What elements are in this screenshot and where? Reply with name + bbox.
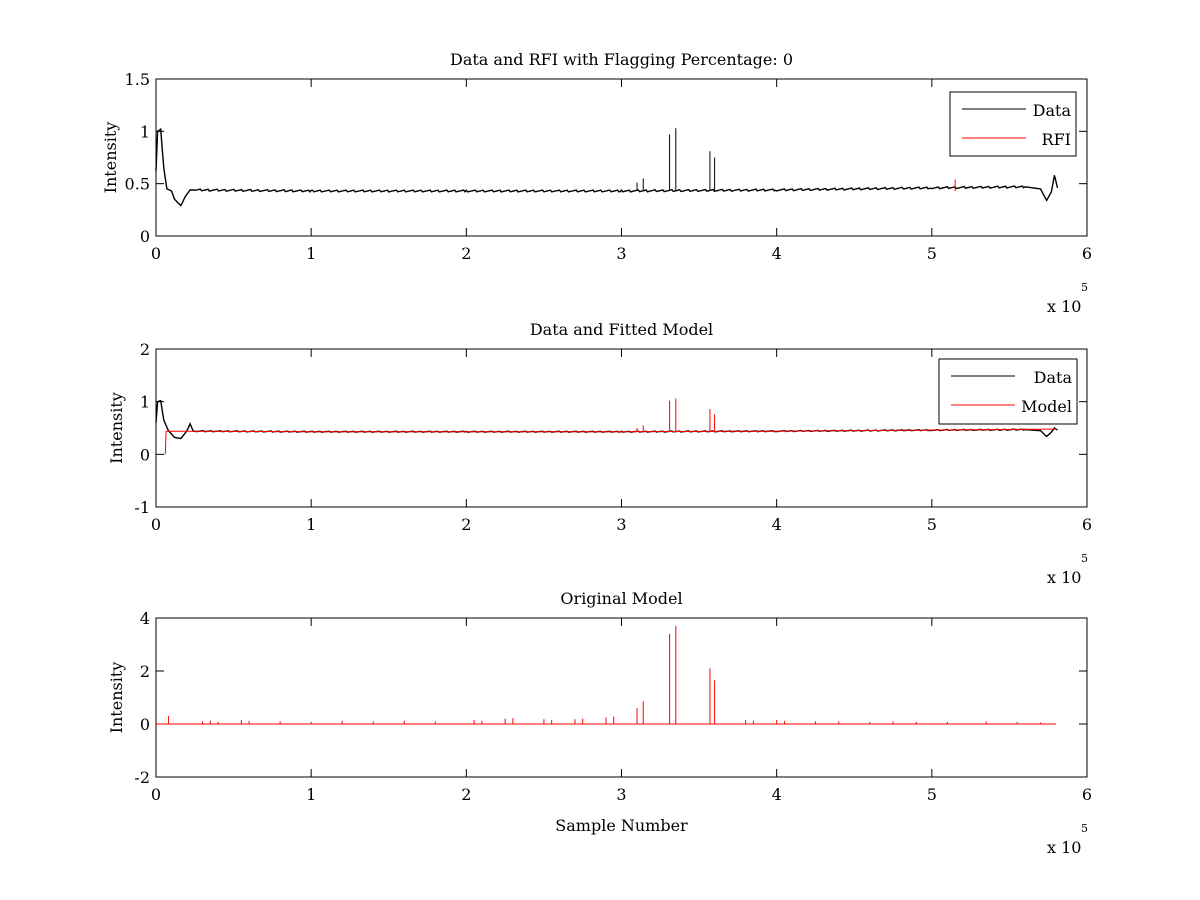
x-exponent-label: x 10 [1047, 297, 1081, 316]
chart-title: Data and Fitted Model [530, 320, 713, 339]
x-tick-label: 4 [772, 785, 782, 804]
legend-label: Model [1021, 397, 1072, 416]
series-model [156, 625, 1056, 725]
x-tick-label: 0 [151, 515, 161, 534]
x-tick-label: 0 [151, 785, 161, 804]
y-tick-label: -2 [134, 768, 150, 787]
x-tick-label: 4 [772, 515, 782, 534]
x-exponent-power: 5 [1081, 822, 1088, 835]
series-line [155, 127, 1059, 207]
y-tick-label: 0 [140, 445, 150, 464]
legend-label: Data [1034, 368, 1073, 387]
y-axis-label: Intensity [107, 662, 126, 734]
x-tick-label: 0 [151, 244, 161, 263]
y-tick-label: 4 [140, 609, 150, 628]
x-tick-label: 3 [616, 244, 626, 263]
y-tick-label: -1 [134, 498, 150, 517]
x-exponent-label: x 10 [1047, 838, 1081, 857]
x-tick-label: 1 [306, 515, 316, 534]
x-tick-label: 6 [1082, 515, 1092, 534]
x-tick-label: 2 [461, 515, 471, 534]
legend-label: RFI [1042, 130, 1071, 149]
y-tick-label: 0 [140, 715, 150, 734]
x-tick-label: 3 [616, 515, 626, 534]
series-line [164, 428, 1056, 455]
plot-area [155, 78, 1088, 237]
x-axis-label: Sample Number [555, 816, 688, 835]
x-tick-label: 5 [927, 785, 937, 804]
legend-label: Data [1033, 101, 1072, 120]
x-exponent-power: 5 [1081, 281, 1088, 294]
y-tick-label: 1 [140, 122, 150, 141]
x-tick-label: 3 [616, 785, 626, 804]
legend: Data RFI [949, 91, 1077, 157]
legend-box [949, 91, 1077, 157]
x-tick-label: 1 [306, 785, 316, 804]
chart-title: Data and RFI with Flagging Percentage: 0 [450, 50, 793, 69]
y-tick-label: 1 [140, 393, 150, 412]
x-exponent-label: x 10 [1047, 568, 1081, 587]
y-axis-label: Intensity [101, 122, 120, 194]
y-tick-label: 2 [140, 662, 150, 681]
x-tick-label: 1 [306, 244, 316, 263]
x-tick-label: 2 [461, 785, 471, 804]
x-tick-label: 4 [772, 244, 782, 263]
x-tick-label: 6 [1082, 785, 1092, 804]
x-tick-label: 2 [461, 244, 471, 263]
y-axis-label: Intensity [107, 392, 126, 464]
legend-box [938, 358, 1078, 425]
chart-title: Original Model [560, 589, 682, 608]
plot-area [155, 348, 1088, 508]
x-tick-label: 5 [927, 515, 937, 534]
series-data [155, 127, 1059, 207]
legend: Data Model [938, 358, 1078, 425]
y-tick-label: 0 [140, 227, 150, 246]
y-tick-label: 1.5 [125, 70, 150, 89]
x-tick-label: 6 [1082, 244, 1092, 263]
y-tick-label: 0.5 [125, 175, 150, 194]
plot-area [155, 617, 1088, 778]
x-tick-label: 5 [927, 244, 937, 263]
y-tick-label: 2 [140, 340, 150, 359]
series-model [164, 398, 1056, 455]
x-exponent-power: 5 [1081, 552, 1088, 565]
